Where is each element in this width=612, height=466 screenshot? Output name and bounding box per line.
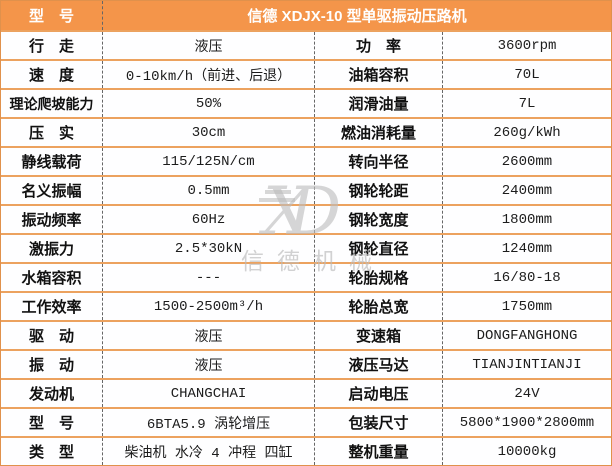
table-row: 类 型 柴油机 水冷 4 冲程 四缸 整机重量 10000kg [1,436,611,465]
row-value-right: 1240mm [442,235,611,262]
row-label-left: 工作效率 [21,299,82,316]
table-row: 型 号 6BTA5.9 涡轮增压 包装尺寸 5800*1900*2800mm [1,407,611,436]
row-label-left: 激振力 [28,241,74,258]
row-label-right: 包装尺寸 [314,409,442,436]
row-label-left: 类 型 [28,444,74,461]
row-label-right: 液压马达 [314,351,442,378]
table-row: 静线载荷 115/125N/cm 转向半径 2600mm [1,146,611,175]
row-label-right: 启动电压 [314,380,442,407]
row-value-left: 0.5mm [102,177,314,204]
row-label-right: 转向半径 [314,148,442,175]
row-value-right: 1800mm [442,206,611,233]
row-label-left: 压 实 [28,125,74,142]
table-row: 水箱容积 --- 轮胎规格 16/80-18 [1,262,611,291]
table-row: 振 动 液压 液压马达 TIANJINTIANJI [1,349,611,378]
row-value-left: CHANGCHAI [102,380,314,407]
row-value-right: 3600rpm [442,32,611,59]
row-value-right: 2400mm [442,177,611,204]
row-value-right: 2600mm [442,148,611,175]
table-row: 驱 动 液压 变速箱 DONGFANGHONG [1,320,611,349]
table-row: 名义振幅 0.5mm 钢轮轮距 2400mm [1,175,611,204]
row-label-left: 理论爬坡能力 [9,95,94,112]
row-value-right: TIANJINTIANJI [442,351,611,378]
table-row: 发动机 CHANGCHAI 启动电压 24V [1,378,611,407]
row-value-right: 5800*1900*2800mm [442,409,611,436]
row-label-right: 整机重量 [314,438,442,465]
model-label: 型 号 [28,8,74,25]
page-title: 信德 XDJX-10 型单驱振动压路机 [102,1,611,30]
row-value-left: 2.5*30kN [102,235,314,262]
row-value-left: 60Hz [102,206,314,233]
row-label-left: 振 动 [28,357,74,374]
row-value-left: 50% [102,90,314,117]
row-label-left: 振动频率 [21,212,82,229]
row-label-left: 速 度 [28,67,74,84]
row-label-right: 燃油消耗量 [314,119,442,146]
row-value-right: 7L [442,90,611,117]
row-label-right: 油箱容积 [314,61,442,88]
row-value-left: 液压 [102,351,314,378]
row-value-right: DONGFANGHONG [442,322,611,349]
table-row: 理论爬坡能力 50% 润滑油量 7L [1,88,611,117]
row-label-right: 轮胎规格 [314,264,442,291]
table-row: 振动频率 60Hz 钢轮宽度 1800mm [1,204,611,233]
row-value-left: 6BTA5.9 涡轮增压 [102,409,314,436]
row-label-right: 钢轮轮距 [314,177,442,204]
row-label-left: 行 走 [28,38,74,55]
row-label-right: 变速箱 [314,322,442,349]
row-value-left: 0-10km/h（前进、后退） [102,61,314,88]
row-label-left: 驱 动 [28,328,74,345]
row-value-right: 1750mm [442,293,611,320]
row-value-left: --- [102,264,314,291]
table-row: 速 度 0-10km/h（前进、后退） 油箱容积 70L [1,59,611,88]
row-label-right: 润滑油量 [314,90,442,117]
row-value-left: 柴油机 水冷 4 冲程 四缸 [102,438,314,465]
row-label-right: 钢轮宽度 [314,206,442,233]
row-value-left: 30cm [102,119,314,146]
row-label-left: 水箱容积 [21,270,82,287]
row-value-left: 液压 [102,322,314,349]
table-row: 行 走 液压 功 率 3600rpm [1,30,611,59]
row-value-right: 260g/kWh [442,119,611,146]
header-row: 型 号 信德 XDJX-10 型单驱振动压路机 [1,1,611,30]
table-row: 压 实 30cm 燃油消耗量 260g/kWh [1,117,611,146]
row-value-right: 10000kg [442,438,611,465]
row-label-left: 型 号 [28,415,74,432]
row-value-left: 115/125N/cm [102,148,314,175]
row-value-left: 液压 [102,32,314,59]
row-value-right: 24V [442,380,611,407]
row-value-left: 1500-2500m³/h [102,293,314,320]
row-label-right: 轮胎总宽 [314,293,442,320]
table-row: 工作效率 1500-2500m³/h 轮胎总宽 1750mm [1,291,611,320]
table-row: 激振力 2.5*30kN 钢轮直径 1240mm [1,233,611,262]
row-value-right: 16/80-18 [442,264,611,291]
row-value-right: 70L [442,61,611,88]
row-label-left: 名义振幅 [21,183,82,200]
row-label-right: 钢轮直径 [314,235,442,262]
row-label-left: 发动机 [28,386,74,403]
row-label-right: 功 率 [314,32,442,59]
row-label-left: 静线载荷 [21,154,82,171]
